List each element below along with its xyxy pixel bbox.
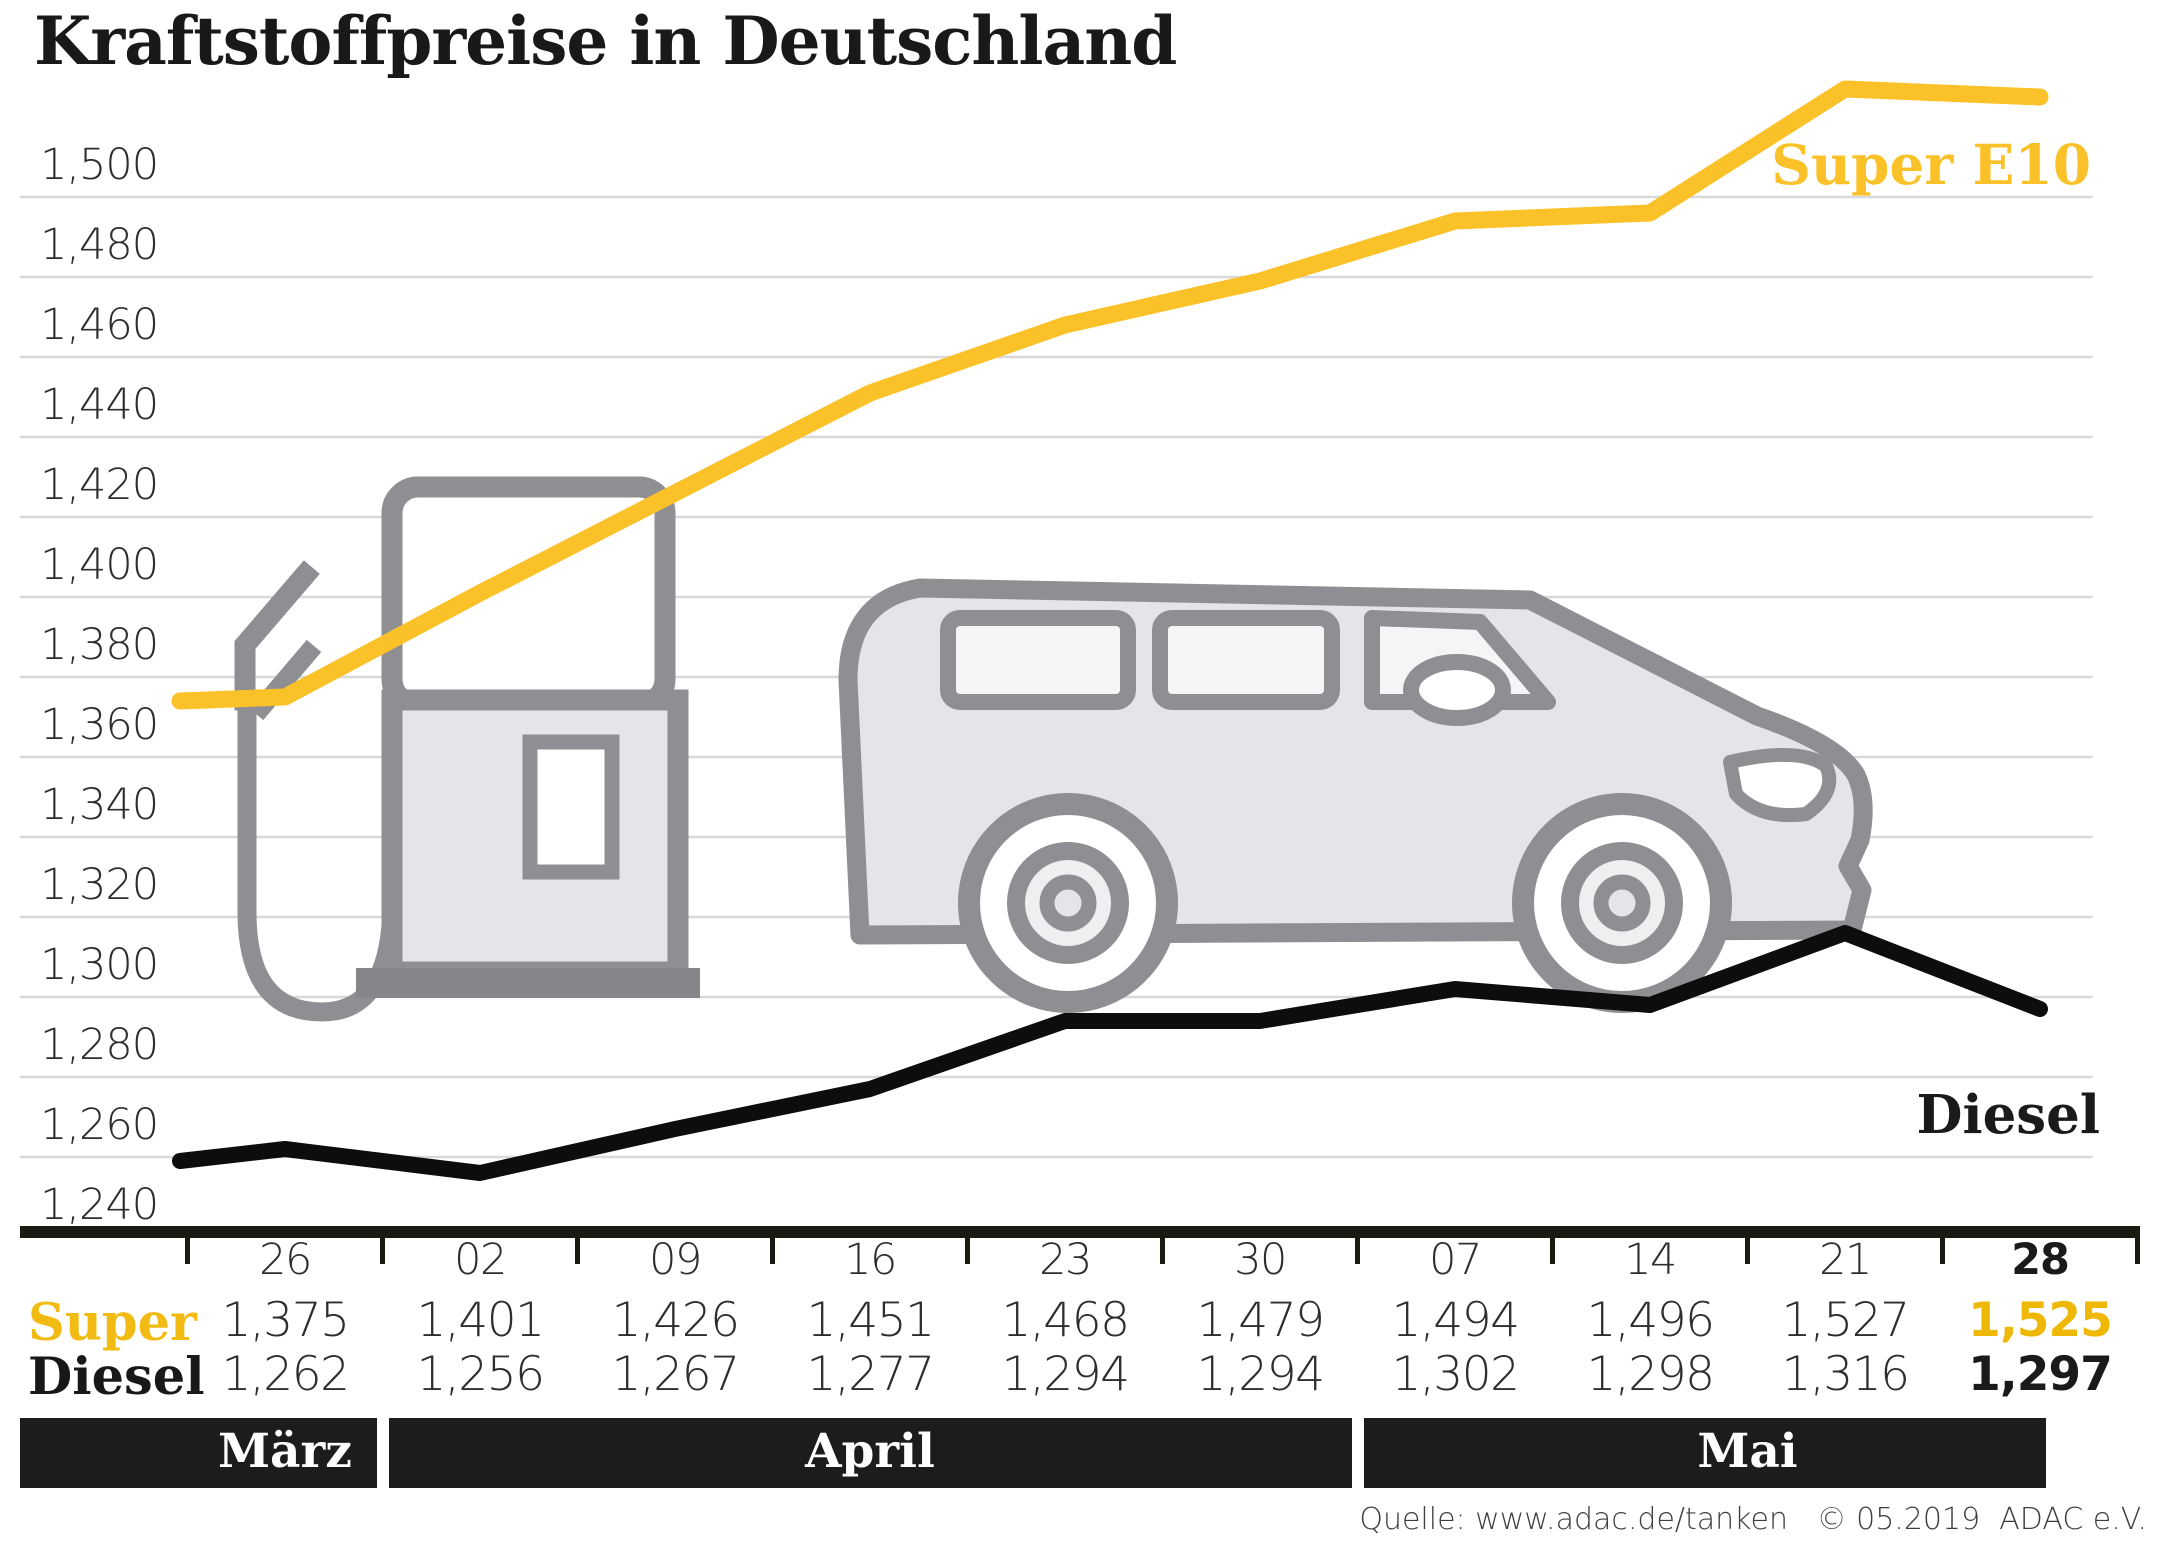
- front-wheel-icon: [1512, 793, 1732, 1013]
- axis-tick: [380, 1238, 385, 1264]
- axis-tick: [575, 1238, 580, 1264]
- date-label: 02: [454, 1235, 507, 1285]
- date-label: 26: [259, 1235, 312, 1285]
- y-axis-label: 1,380: [40, 620, 159, 670]
- month-label: Mai: [1697, 1424, 1798, 1479]
- month-band-märz: März: [20, 1418, 377, 1488]
- y-axis-label: 1,300: [40, 940, 159, 990]
- date-label: 07: [1429, 1235, 1482, 1285]
- axis-tick: [185, 1238, 190, 1264]
- y-axis-label: 1,260: [40, 1100, 159, 1150]
- super-value: 1,479: [1196, 1293, 1325, 1348]
- super-value: 1,496: [1586, 1293, 1715, 1348]
- diesel-value: 1,294: [1196, 1347, 1325, 1402]
- y-axis-label: 1,420: [40, 460, 159, 510]
- axis-tick: [1355, 1238, 1360, 1264]
- date-label: 23: [1039, 1235, 1092, 1285]
- month-band-april: April: [388, 1418, 1352, 1488]
- date-label: 21: [1819, 1235, 1872, 1285]
- fuel-pump-icon: [234, 476, 700, 1022]
- y-axis-label: 1,320: [40, 860, 159, 910]
- y-axis-label: 1,480: [40, 220, 159, 270]
- y-axis-label: 1,240: [40, 1180, 159, 1230]
- axis-tick: [1160, 1238, 1165, 1264]
- diesel-value: 1,316: [1781, 1347, 1910, 1402]
- car-icon: [838, 578, 1873, 1013]
- super-value: 1,401: [416, 1293, 545, 1348]
- month-label: April: [805, 1424, 935, 1479]
- diesel-value: 1,298: [1586, 1347, 1715, 1402]
- diesel-value: 1,262: [221, 1347, 350, 1402]
- diesel-line-label: Diesel: [1916, 1084, 2100, 1146]
- y-axis-label: 1,280: [40, 1020, 159, 1070]
- diesel-value: 1,256: [416, 1347, 545, 1402]
- diesel-value: 1,302: [1391, 1347, 1520, 1402]
- y-axis-label: 1,360: [40, 700, 159, 750]
- page-title: Kraftstoffpreise in Deutschland: [34, 2, 1177, 80]
- rear-wheel-icon: [958, 793, 1178, 1013]
- diesel-line: [172, 925, 2048, 1181]
- super-value: 1,468: [1001, 1293, 1130, 1348]
- super-e10-line: [171, 80, 2049, 710]
- axis-tick: [1940, 1238, 1945, 1264]
- date-label: 14: [1624, 1235, 1677, 1285]
- y-axis-label: 1,440: [40, 380, 159, 430]
- super-value: 1,451: [806, 1293, 935, 1348]
- diesel-value: 1,277: [806, 1347, 935, 1402]
- axis-tick: [965, 1238, 970, 1264]
- y-axis-label: 1,460: [40, 300, 159, 350]
- super-value: 1,494: [1391, 1293, 1520, 1348]
- month-band-mai: Mai: [1363, 1418, 2046, 1488]
- y-axis-label: 1,500: [40, 140, 159, 190]
- super-value: 1,426: [611, 1293, 740, 1348]
- price-lines: [171, 80, 2049, 1181]
- diesel-value: 1,294: [1001, 1347, 1130, 1402]
- axis-tick: [2135, 1238, 2140, 1264]
- date-label: 30: [1234, 1235, 1287, 1285]
- super-value: 1,375: [221, 1293, 350, 1348]
- date-label: 28: [2011, 1235, 2070, 1285]
- axis-tick: [1550, 1238, 1555, 1264]
- y-axis-label: 1,340: [40, 780, 159, 830]
- x-axis: [20, 1226, 2140, 1264]
- super-value: 1,525: [1968, 1293, 2113, 1348]
- super-row-header: Super: [28, 1293, 197, 1353]
- super-e10-line-label: Super E10: [1771, 132, 2091, 197]
- diesel-row-header: Diesel: [28, 1347, 205, 1407]
- y-axis-label: 1,400: [40, 540, 159, 590]
- date-label: 09: [649, 1235, 702, 1285]
- month-label: März: [218, 1424, 352, 1479]
- axis-tick: [770, 1238, 775, 1264]
- diesel-value: 1,267: [611, 1347, 740, 1402]
- date-label: 16: [844, 1235, 897, 1285]
- axis-tick: [1745, 1238, 1750, 1264]
- super-value: 1,527: [1781, 1293, 1910, 1348]
- source-note: Quelle: www.adac.de/tanken © 05.2019 ADA…: [1359, 1502, 2147, 1537]
- diesel-value: 1,297: [1968, 1347, 2113, 1402]
